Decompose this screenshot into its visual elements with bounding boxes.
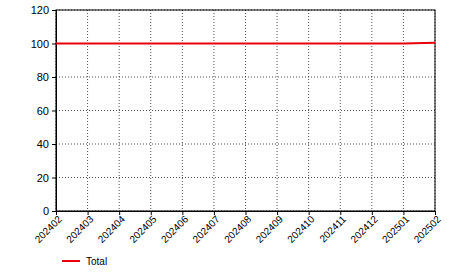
tick: 202410: [285, 211, 317, 245]
tick-mark: [52, 211, 56, 212]
tick-label: 202502: [412, 213, 444, 245]
tick: 202402: [33, 211, 65, 245]
grid: [56, 10, 435, 211]
plot-frame: [56, 10, 435, 211]
grid-line: [308, 10, 309, 211]
tick-label: 202408: [222, 213, 254, 245]
tick-label: 20: [37, 172, 49, 184]
tick: 202502: [412, 211, 444, 245]
grid-line: [371, 10, 372, 211]
tick-label: 202402: [33, 213, 65, 245]
tick-mark: [52, 44, 56, 45]
tick-label: 40: [37, 138, 49, 150]
tick: 20: [37, 172, 56, 184]
legend: Total: [62, 256, 107, 267]
tick-label: 202410: [285, 213, 317, 245]
grid-line: [56, 43, 435, 44]
tick-label: 0: [43, 205, 49, 217]
tick: 202403: [64, 211, 96, 245]
tick-label: 60: [37, 105, 49, 117]
tick-label: 202406: [159, 213, 191, 245]
grid-line: [119, 10, 120, 211]
plot-area: [56, 42, 435, 44]
tick: 202501: [380, 211, 412, 245]
tick-mark: [52, 111, 56, 112]
tick: 202407: [190, 211, 222, 245]
legend-label: Total: [86, 256, 107, 267]
tick-label: 202409: [254, 213, 286, 245]
grid-line: [245, 10, 246, 211]
tick: 60: [37, 105, 56, 117]
tick: 202404: [96, 211, 128, 245]
grid-line: [150, 10, 151, 211]
grid-line: [182, 10, 183, 211]
tick: 100: [31, 38, 56, 50]
tick-label: 202412: [348, 213, 380, 245]
tick: 202405: [127, 211, 159, 245]
tick: 202409: [254, 211, 286, 245]
tick-label: 202501: [380, 213, 412, 245]
tick-label: 202403: [64, 213, 96, 245]
series-line: [56, 42, 435, 45]
tick: 80: [37, 71, 56, 83]
grid-line: [277, 10, 278, 211]
tick-label: 100: [31, 38, 49, 50]
tick: 202412: [348, 211, 380, 245]
tick: 202408: [222, 211, 254, 245]
grid-line: [56, 177, 435, 178]
tick-mark: [52, 178, 56, 179]
tick-label: 120: [31, 4, 49, 16]
x-axis: 2024022024032024042024052024062024072024…: [33, 211, 444, 245]
tick: 40: [37, 138, 56, 150]
grid-line: [213, 10, 214, 211]
grid-line: [56, 110, 435, 111]
grid-line: [403, 10, 404, 211]
chart: 0204060801001202024022024032024042024052…: [0, 0, 466, 272]
tick: 120: [31, 4, 56, 16]
tick-mark: [52, 77, 56, 78]
tick-label: 202404: [96, 213, 128, 245]
grid-line: [340, 10, 341, 211]
grid-line: [87, 10, 88, 211]
tick-label: 202405: [127, 213, 159, 245]
y-axis: 0 20 40 60 80 100 120: [31, 4, 57, 217]
tick-mark: [52, 10, 56, 11]
tick-label: 202411: [317, 213, 348, 244]
grid-line: [56, 144, 435, 145]
tick: 202406: [159, 211, 191, 245]
legend-swatch: [62, 260, 80, 262]
tick-mark: [52, 144, 56, 145]
tick-label: 202407: [190, 213, 222, 245]
tick: 202411: [317, 211, 348, 244]
tick-label: 80: [37, 71, 49, 83]
